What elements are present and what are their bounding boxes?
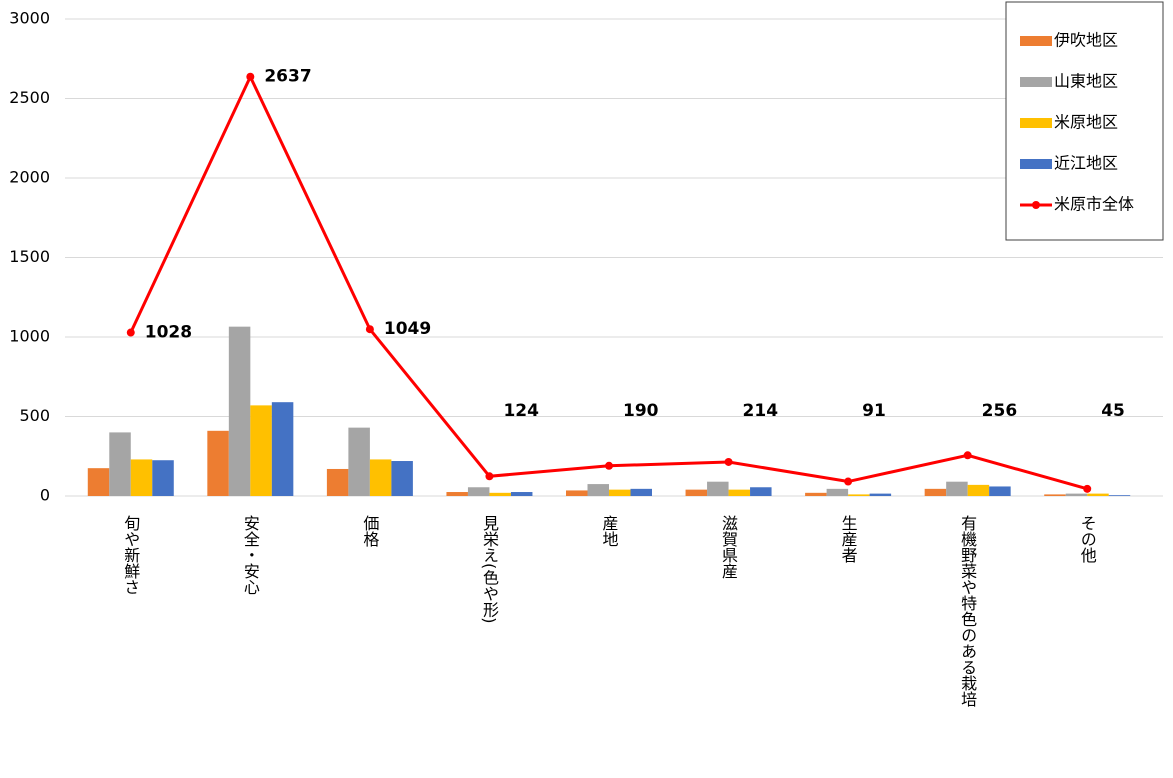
bar [369,459,392,496]
bar [869,493,892,496]
line-marker [365,325,374,334]
bar [946,481,968,496]
bar [630,488,652,496]
bar [250,405,272,496]
bar [1087,493,1109,496]
x-tick-label: 価格 [360,515,379,547]
line-marker [605,461,613,470]
bar [707,481,729,496]
bar [391,461,413,496]
y-tick-label: 1000 [9,327,50,346]
value-label: 256 [982,401,1018,421]
bar [750,487,772,496]
x-tick-label: その他 [1078,515,1097,564]
bar [566,490,588,496]
bar [728,489,751,496]
x-tick-label: 滋賀県産 [719,515,738,579]
bar [805,492,827,496]
bar [109,432,131,496]
x-tick-label: 生産者 [839,515,858,563]
bar [489,492,511,496]
bar [848,494,870,496]
value-label: 2637 [264,67,311,87]
bar [1108,495,1131,496]
value-label: 214 [743,401,779,421]
bar [826,488,849,496]
bar [271,402,294,496]
legend-label: 米原地区 [1054,113,1118,132]
bar [967,484,990,496]
bar [348,427,370,496]
bar [510,492,533,496]
bar [685,489,708,496]
bar [587,484,609,496]
value-label: 124 [503,401,539,421]
value-label: 91 [862,401,886,421]
legend-label: 山東地区 [1054,72,1118,91]
y-tick-label: 1500 [9,247,50,266]
x-tick-label: 産地 [600,515,619,547]
y-tick-label: 2000 [9,168,50,187]
bar [446,492,468,496]
x-tick-label: 安全・安心 [241,515,260,595]
bar [1065,493,1088,496]
y-tick-label: 500 [19,406,50,425]
line-marker [485,472,494,481]
value-label: 1028 [145,323,192,343]
x-tick-label: 旬や新鮮さ [121,515,140,595]
y-tick-label: 3000 [9,9,50,28]
bar [130,459,153,496]
legend-label: 米原市全体 [1054,195,1134,214]
value-label: 45 [1101,401,1125,421]
y-tick-label: 0 [40,486,50,505]
bar [924,488,947,496]
legend-label: 伊吹地区 [1054,31,1118,50]
bar [228,326,251,496]
bar [152,460,174,496]
bar [609,489,631,496]
bar [87,468,110,496]
line-marker [963,451,972,460]
y-tick-label: 2500 [9,88,50,107]
line-marker [126,328,135,337]
x-tick-label: 見栄え(色や形) [480,515,499,623]
bar [989,486,1011,496]
legend-swatch [1020,159,1052,169]
line-marker [246,72,255,81]
legend-marker [1032,201,1040,209]
line-marker [724,457,733,466]
legend-swatch [1020,77,1052,87]
bar [467,487,490,496]
line-marker [844,477,853,486]
legend-label: 近江地区 [1054,154,1118,173]
bar [1044,494,1066,496]
bar [326,468,349,496]
line-marker [1083,484,1092,493]
legend-swatch [1020,118,1052,128]
value-label: 1049 [384,319,431,339]
legend-swatch [1020,36,1052,46]
value-label: 190 [623,401,659,421]
x-tick-label: 有機野菜や特色のある栽培 [958,515,977,707]
bar [207,430,229,496]
